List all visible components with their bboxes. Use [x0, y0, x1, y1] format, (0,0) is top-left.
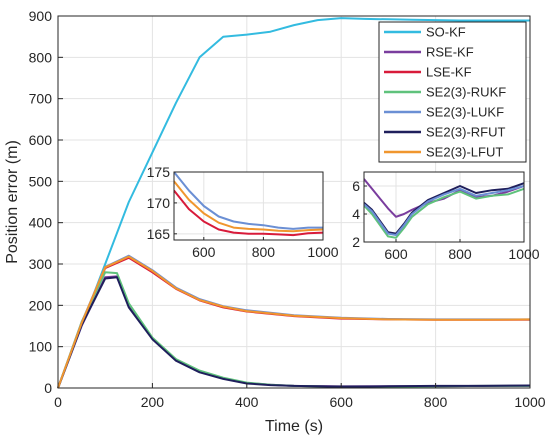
y-tick-label: 400	[29, 215, 53, 231]
inset-series-lines	[364, 178, 524, 239]
legend-label-se2-3-rfut: SE2(3)-RFUT	[426, 125, 506, 140]
inset-x-tick-label: 1000	[508, 246, 539, 262]
inset-series-line	[174, 180, 323, 233]
y-tick-label: 700	[29, 91, 53, 107]
inset-series-line	[364, 187, 524, 239]
legend-label-so-kf: SO-KF	[426, 25, 466, 40]
y-tick-label: 200	[29, 297, 53, 313]
inset-x-tick-label: 1000	[307, 244, 338, 260]
inset-box	[363, 171, 525, 243]
x-tick-label: 1000	[514, 394, 545, 410]
inset-series-line	[364, 185, 524, 236]
inset-series-line	[174, 189, 323, 237]
inset-lower-series-zoom: 600 800 1000 2 4 6	[352, 171, 540, 262]
x-tick-label: 0	[54, 394, 62, 410]
y-tick-label: 500	[29, 173, 53, 189]
y-tick-label: 800	[29, 49, 53, 65]
inset-series-lines	[174, 172, 323, 237]
series-line-se2-3-rfut	[57, 276, 531, 389]
inset-y-tick-label: 4	[352, 206, 360, 222]
legend-label-se2-3-lfut: SE2(3)-LFUT	[426, 145, 503, 160]
inset-y-tick-label: 2	[352, 234, 360, 250]
inset-box	[173, 171, 324, 241]
inset-y-tick-label: 165	[147, 226, 171, 242]
y-tick-label: 300	[29, 256, 53, 272]
legend-label-rse-kf: RSE-KF	[426, 45, 474, 60]
x-tick-label: 400	[235, 394, 259, 410]
inset-y-tick-label: 170	[147, 195, 171, 211]
series-line-se2-3-lfut	[57, 255, 531, 389]
x-axis-label: Time (s)	[265, 418, 323, 435]
legend: SO-KF RSE-KF LSE-KF SE2(3)-RUKF SE2(3)-LUKF S…	[378, 21, 527, 163]
inset-series-line	[174, 172, 323, 230]
y-tick-label: 100	[29, 339, 53, 355]
x-tick-label: 200	[141, 394, 165, 410]
y-axis-label: Position error (m)	[4, 140, 21, 264]
inset-y-tick-label: 6	[352, 178, 360, 194]
legend-label-lse-kf: LSE-KF	[426, 65, 472, 80]
x-tick-label: 800	[424, 394, 448, 410]
inset-x-tick-label: 600	[192, 244, 216, 260]
legend-label-se2-3-lukf: SE2(3)-LUKF	[426, 105, 504, 120]
main-axes-box	[57, 15, 531, 389]
inset-x-tick-label: 800	[448, 246, 472, 262]
main-tick-labels: 0 200 400 600 800 1000 0 100 200 300 400 500 600 700 8…	[29, 8, 546, 410]
inset-background	[364, 172, 524, 242]
inset-upper-series-zoom: 600 800 1000 165 170 175	[147, 164, 339, 260]
y-tick-label: 0	[44, 380, 52, 396]
legend-label-se2-3-rukf: SE2(3)-RUKF	[426, 85, 506, 100]
main-series-lines	[57, 17, 531, 389]
inset-y-tick-label: 175	[147, 164, 171, 180]
y-tick-label: 900	[29, 8, 53, 24]
inset-x-tick-label: 600	[384, 246, 408, 262]
x-tick-label: 600	[330, 394, 354, 410]
series-line-so-kf	[57, 17, 530, 389]
inset-x-tick-label: 800	[252, 244, 276, 260]
y-tick-label: 600	[29, 132, 53, 148]
